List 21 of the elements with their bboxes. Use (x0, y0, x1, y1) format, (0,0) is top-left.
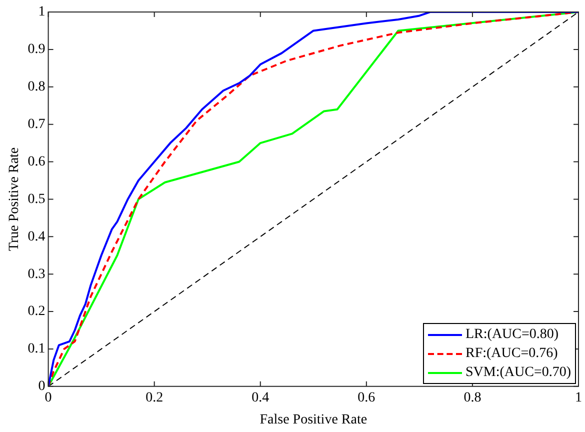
y-tick-label: 0.3 (28, 266, 46, 282)
x-axis-title: False Positive Rate (260, 412, 368, 428)
legend-label: RF:(AUC=0.76) (466, 346, 558, 362)
y-tick-label: 0.6 (28, 154, 46, 170)
y-tick-label: 1 (38, 4, 46, 20)
y-axis-title: True Positive Rate (7, 147, 22, 252)
legend-label: LR:(AUC=0.80) (466, 326, 559, 343)
y-tick-label: 0 (38, 379, 46, 394)
y-tick-label: 0.8 (28, 80, 46, 95)
legend-label: SVM:(AUC=0.70) (466, 364, 572, 381)
y-tick-label: 0.7 (28, 116, 46, 132)
y-tick-label: 0.4 (28, 229, 46, 244)
x-tick-label: 0.8 (464, 390, 482, 406)
x-tick-label: 0.2 (146, 390, 164, 406)
y-tick-label: 0.2 (28, 304, 46, 320)
y-tick-label: 0.5 (28, 192, 46, 207)
x-tick-label: 0.4 (252, 390, 270, 406)
y-tick-label: 0.9 (28, 42, 46, 58)
x-tick-label: 1 (575, 390, 582, 406)
y-tick-label: 0.1 (28, 342, 46, 357)
x-tick-label: 0.6 (358, 390, 376, 406)
